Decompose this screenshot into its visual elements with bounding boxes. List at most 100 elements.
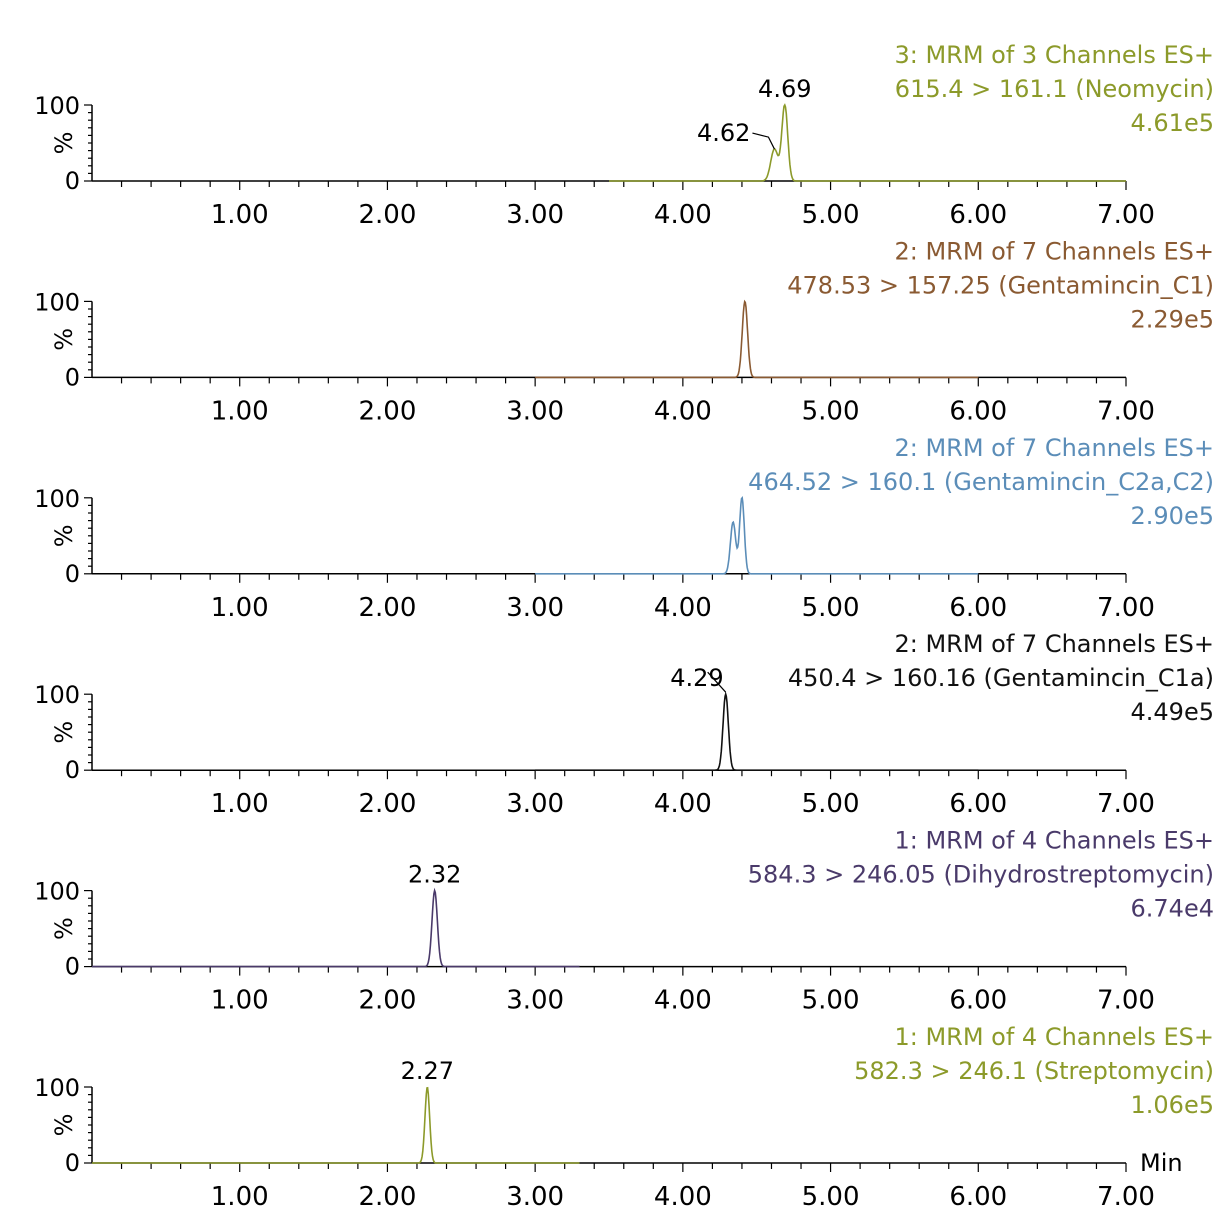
peak-rt-label: 2.32 [408, 861, 461, 889]
x-tick-label: 1.00 [211, 1182, 269, 1212]
x-tick-label: 5.00 [802, 986, 860, 1016]
x-tick-label: 1.00 [211, 789, 269, 819]
x-tick-label: 4.00 [654, 986, 712, 1016]
y-tick-label: 0 [65, 167, 80, 195]
peak-rt-label: 4.62 [697, 119, 750, 147]
x-tick-label: 3.00 [506, 986, 564, 1016]
x-tick-label: 2.00 [358, 986, 416, 1016]
y-axis-label: % [50, 132, 78, 155]
trace-transition-label: 464.52 > 160.1 (Gentamincin_C2a,C2) [748, 468, 1214, 496]
y-tick-label: 100 [34, 681, 80, 709]
trace-intensity-label: 4.49e5 [1131, 698, 1214, 726]
x-tick-label: 1.00 [211, 200, 269, 230]
x-tick-label: 7.00 [1097, 593, 1155, 623]
x-tick-label: 7.00 [1097, 200, 1155, 230]
trace-intensity-label: 1.06e5 [1131, 1091, 1214, 1119]
chromatogram-trace [535, 496, 979, 575]
trace-transition-label: 450.4 > 160.16 (Gentamincin_C1a) [788, 664, 1214, 692]
x-tick-label: 2.00 [358, 1182, 416, 1212]
chromatogram-panel: 1: MRM of 4 Channels ES+ 584.3 > 246.05 (… [34, 827, 1214, 1016]
x-tick-label: 1.00 [211, 396, 269, 426]
trace-transition-label: 584.3 > 246.05 (Dihydrostreptomycin) [748, 861, 1214, 889]
y-tick-label: 0 [65, 953, 80, 981]
x-tick-label: 4.00 [654, 396, 712, 426]
trace-function-label: 3: MRM of 3 Channels ES+ [894, 41, 1214, 69]
x-tick-label: 2.00 [358, 396, 416, 426]
trace-intensity-label: 2.29e5 [1131, 305, 1214, 333]
trace-intensity-label: 4.61e5 [1131, 109, 1214, 137]
x-tick-label: 6.00 [949, 396, 1007, 426]
y-tick-label: 100 [34, 485, 80, 513]
chromatogram-trace [609, 103, 1126, 182]
x-tick-label: 4.00 [654, 593, 712, 623]
chromatogram-trace [92, 1086, 580, 1164]
trace-transition-label: 615.4 > 161.1 (Neomycin) [895, 75, 1214, 103]
y-tick-label: 100 [34, 878, 80, 906]
y-tick-label: 0 [65, 363, 80, 391]
x-tick-label: 2.00 [358, 593, 416, 623]
x-unit-label: Min [1140, 1149, 1183, 1177]
x-tick-label: 5.00 [802, 1182, 860, 1212]
y-axis-label: % [50, 721, 78, 744]
x-tick-label: 3.00 [506, 1182, 564, 1212]
peak-leader-line [707, 671, 727, 693]
y-tick-label: 0 [65, 756, 80, 784]
x-tick-label: 7.00 [1097, 986, 1155, 1016]
x-tick-label: 7.00 [1097, 396, 1155, 426]
x-tick-label: 4.00 [654, 200, 712, 230]
y-tick-label: 0 [65, 1149, 80, 1177]
peak-rt-label: 4.29 [670, 664, 723, 692]
y-tick-label: 100 [34, 92, 80, 120]
y-tick-label: 100 [34, 288, 80, 316]
x-tick-label: 5.00 [802, 593, 860, 623]
y-axis-label: % [50, 917, 78, 940]
x-tick-label: 1.00 [211, 986, 269, 1016]
chromatogram-panel: 2: MRM of 7 Channels ES+ 450.4 > 160.16 (… [34, 630, 1214, 819]
y-tick-label: 0 [65, 560, 80, 588]
trace-function-label: 2: MRM of 7 Channels ES+ [894, 434, 1214, 462]
chromatogram-panel: 1: MRM of 4 Channels ES+ 582.3 > 246.1 (S… [34, 1023, 1214, 1212]
y-axis-label: % [50, 524, 78, 547]
peak-rt-label: 4.69 [758, 75, 811, 103]
peak-leader-line [752, 132, 775, 150]
x-tick-label: 3.00 [506, 200, 564, 230]
chromatogram-panel: 3: MRM of 3 Channels ES+ 615.4 > 161.1 (N… [34, 41, 1214, 230]
x-tick-label: 4.00 [654, 789, 712, 819]
x-tick-label: 5.00 [802, 200, 860, 230]
x-tick-label: 6.00 [949, 1182, 1007, 1212]
trace-function-label: 1: MRM of 4 Channels ES+ [894, 827, 1214, 855]
trace-function-label: 1: MRM of 4 Channels ES+ [894, 1023, 1214, 1051]
x-tick-label: 2.00 [358, 200, 416, 230]
trace-function-label: 2: MRM of 7 Channels ES+ [894, 237, 1214, 265]
x-tick-label: 5.00 [802, 396, 860, 426]
x-tick-label: 3.00 [506, 396, 564, 426]
x-tick-label: 3.00 [506, 789, 564, 819]
trace-transition-label: 478.53 > 157.25 (Gentamincin_C1) [787, 271, 1214, 299]
chromatogram-trace [92, 887, 580, 968]
chromatogram-panel: 2: MRM of 7 Channels ES+ 478.53 > 157.25 … [34, 237, 1214, 426]
trace-function-label: 2: MRM of 7 Channels ES+ [894, 630, 1214, 658]
x-tick-label: 6.00 [949, 593, 1007, 623]
chromatogram-panel: 2: MRM of 7 Channels ES+ 464.52 > 160.1 (… [34, 434, 1214, 623]
x-tick-label: 4.00 [654, 1182, 712, 1212]
y-axis-label: % [50, 1114, 78, 1137]
x-tick-label: 5.00 [802, 789, 860, 819]
y-axis-label: % [50, 328, 78, 351]
x-tick-label: 1.00 [211, 593, 269, 623]
x-tick-label: 3.00 [506, 593, 564, 623]
chromatogram-trace [535, 691, 979, 772]
peak-rt-label: 2.27 [401, 1057, 454, 1085]
x-tick-label: 6.00 [949, 789, 1007, 819]
x-tick-label: 6.00 [949, 986, 1007, 1016]
chromatogram-trace [535, 299, 979, 379]
x-tick-label: 2.00 [358, 789, 416, 819]
x-tick-label: 7.00 [1097, 1182, 1155, 1212]
trace-intensity-label: 6.74e4 [1131, 895, 1214, 923]
trace-transition-label: 582.3 > 246.1 (Streptomycin) [854, 1057, 1214, 1085]
x-tick-label: 6.00 [949, 200, 1007, 230]
x-tick-label: 7.00 [1097, 789, 1155, 819]
trace-intensity-label: 2.90e5 [1131, 502, 1214, 530]
y-tick-label: 100 [34, 1074, 80, 1102]
